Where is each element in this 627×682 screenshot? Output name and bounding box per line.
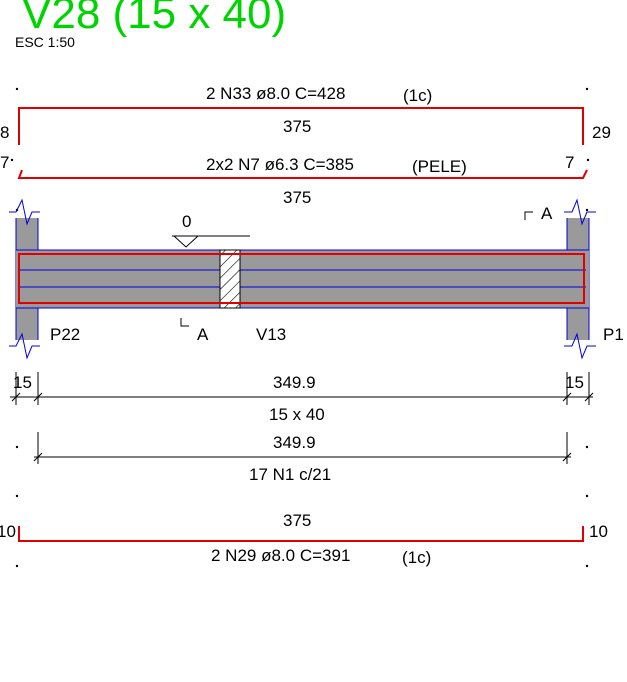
bottom-bar-label: 2 N29 ø8.0 C=391 xyxy=(211,546,350,565)
top-bar-label: 2 N33 ø8.0 C=428 xyxy=(206,84,345,103)
top-bar-left-hook: 8 xyxy=(0,123,9,142)
level-mark: 0 xyxy=(182,212,191,231)
skin-bar-left-hook: 7 xyxy=(0,153,9,172)
left-support-label: P22 xyxy=(50,325,80,344)
drawing-title: V28 (15 x 40) xyxy=(22,0,286,38)
marker-dot xyxy=(10,158,14,162)
marker-dot xyxy=(15,494,19,498)
section-cut-top: A xyxy=(541,204,553,223)
top-bar-length: 375 xyxy=(283,117,311,136)
span-dimension xyxy=(10,372,594,405)
right-support-label: P1 xyxy=(603,325,624,344)
left-support-width: 15 xyxy=(13,373,32,392)
marker-dot xyxy=(586,158,590,162)
skin-rebar xyxy=(17,169,588,179)
bottom-rebar xyxy=(18,526,584,542)
top-bar-layer: (1c) xyxy=(403,86,432,105)
stirrup-label: 17 N1 c/21 xyxy=(249,465,331,484)
marker-dot xyxy=(585,87,589,91)
marker-dot xyxy=(585,208,589,212)
marker-dot xyxy=(585,564,589,568)
stirrup-outline xyxy=(18,253,585,304)
marker-dot xyxy=(15,564,19,568)
stirrup-span: 349.9 xyxy=(273,433,316,452)
bottom-bar-length: 375 xyxy=(283,511,311,530)
stirrup-dimension xyxy=(33,432,572,464)
level-triangle xyxy=(173,235,199,248)
skin-bar-label: 2x2 N7 ø6.3 C=385 xyxy=(206,155,354,174)
section-size: 15 x 40 xyxy=(269,405,325,424)
skin-bar-layer: (PELE) xyxy=(412,157,467,176)
span-length: 349.9 xyxy=(273,373,316,392)
bottom-bar-right-hook: 10 xyxy=(589,522,608,541)
section-cut-bottom: A xyxy=(197,325,209,344)
right-support-width: 15 xyxy=(565,373,584,392)
top-rebar xyxy=(18,107,584,145)
marker-dot xyxy=(15,87,19,91)
top-bar-right-hook: 29 xyxy=(592,123,611,142)
crossing-beam-hatch xyxy=(219,249,241,309)
section-cut-mark xyxy=(524,211,533,220)
marker-dot xyxy=(585,445,589,449)
crossing-beam-label: V13 xyxy=(256,325,286,344)
bottom-bar-left-hook: 10 xyxy=(0,522,16,541)
marker-dot xyxy=(15,445,19,449)
scale-label: ESC 1:50 xyxy=(15,34,75,50)
skin-bar-length: 375 xyxy=(283,188,311,207)
bottom-bar-layer: (1c) xyxy=(402,548,431,567)
skin-bar-right-hook: 7 xyxy=(565,153,574,172)
beam-concrete xyxy=(16,250,589,308)
marker-dot xyxy=(585,494,589,498)
section-cut-mark xyxy=(180,318,189,327)
